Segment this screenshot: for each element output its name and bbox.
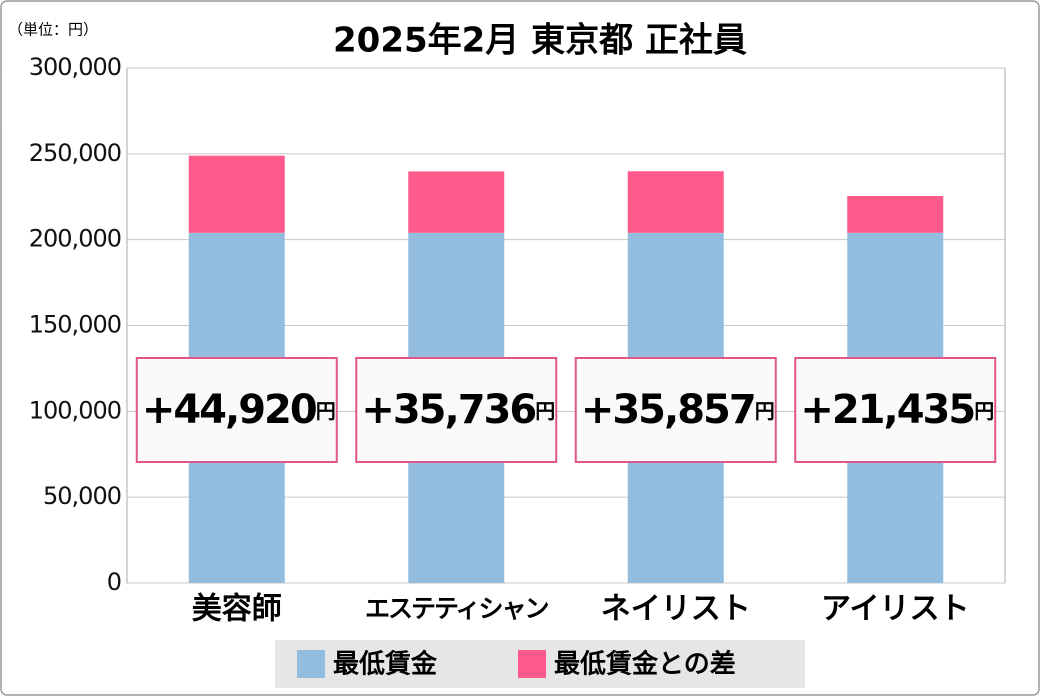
- bar-segment: [408, 171, 505, 233]
- x-tick-label: ネイリスト: [601, 592, 751, 627]
- y-tick-label: 300,000: [29, 53, 121, 81]
- value-label: +44,920円: [142, 387, 336, 433]
- value-label-number: +21,435: [800, 387, 974, 433]
- legend-swatch: [297, 650, 325, 678]
- unit-label: （単位：円）: [8, 21, 98, 39]
- chart-title: 2025年2月 東京都 正社員: [333, 21, 747, 61]
- legend-label: 最低賃金との差: [554, 649, 736, 680]
- value-label-box: [574, 357, 777, 463]
- y-tick-label: 0: [107, 568, 121, 596]
- x-tick-label: エステティシャン: [365, 594, 549, 623]
- value-label-unit: 円: [755, 399, 775, 423]
- x-tick-label: アイリスト: [821, 592, 970, 627]
- x-tick-label: 美容師: [192, 592, 282, 627]
- value-label-box: [794, 357, 997, 463]
- value-label-unit: 円: [316, 399, 336, 423]
- y-tick-label: 100,000: [29, 396, 121, 424]
- value-label-unit: 円: [535, 399, 555, 423]
- value-label: +35,857円: [581, 387, 775, 433]
- value-label: +21,435円: [800, 387, 994, 433]
- y-tick-label: 200,000: [29, 225, 121, 253]
- bar-segment: [847, 196, 944, 233]
- value-label-unit: 円: [974, 399, 994, 423]
- legend-label: 最低賃金: [333, 649, 438, 680]
- y-tick-label: 250,000: [29, 139, 121, 167]
- bar-segment: [188, 155, 285, 233]
- bar-segment: [627, 171, 724, 233]
- y-tick-label: 150,000: [29, 311, 121, 339]
- value-label: +35,736円: [361, 387, 555, 433]
- value-label-box: [135, 357, 338, 463]
- value-label-box: [355, 357, 558, 463]
- value-label-number: +35,736: [361, 387, 535, 433]
- y-tick-label: 50,000: [43, 482, 121, 510]
- value-label-number: +44,920: [142, 387, 316, 433]
- value-label-number: +35,857: [581, 387, 755, 433]
- legend-swatch: [518, 650, 546, 678]
